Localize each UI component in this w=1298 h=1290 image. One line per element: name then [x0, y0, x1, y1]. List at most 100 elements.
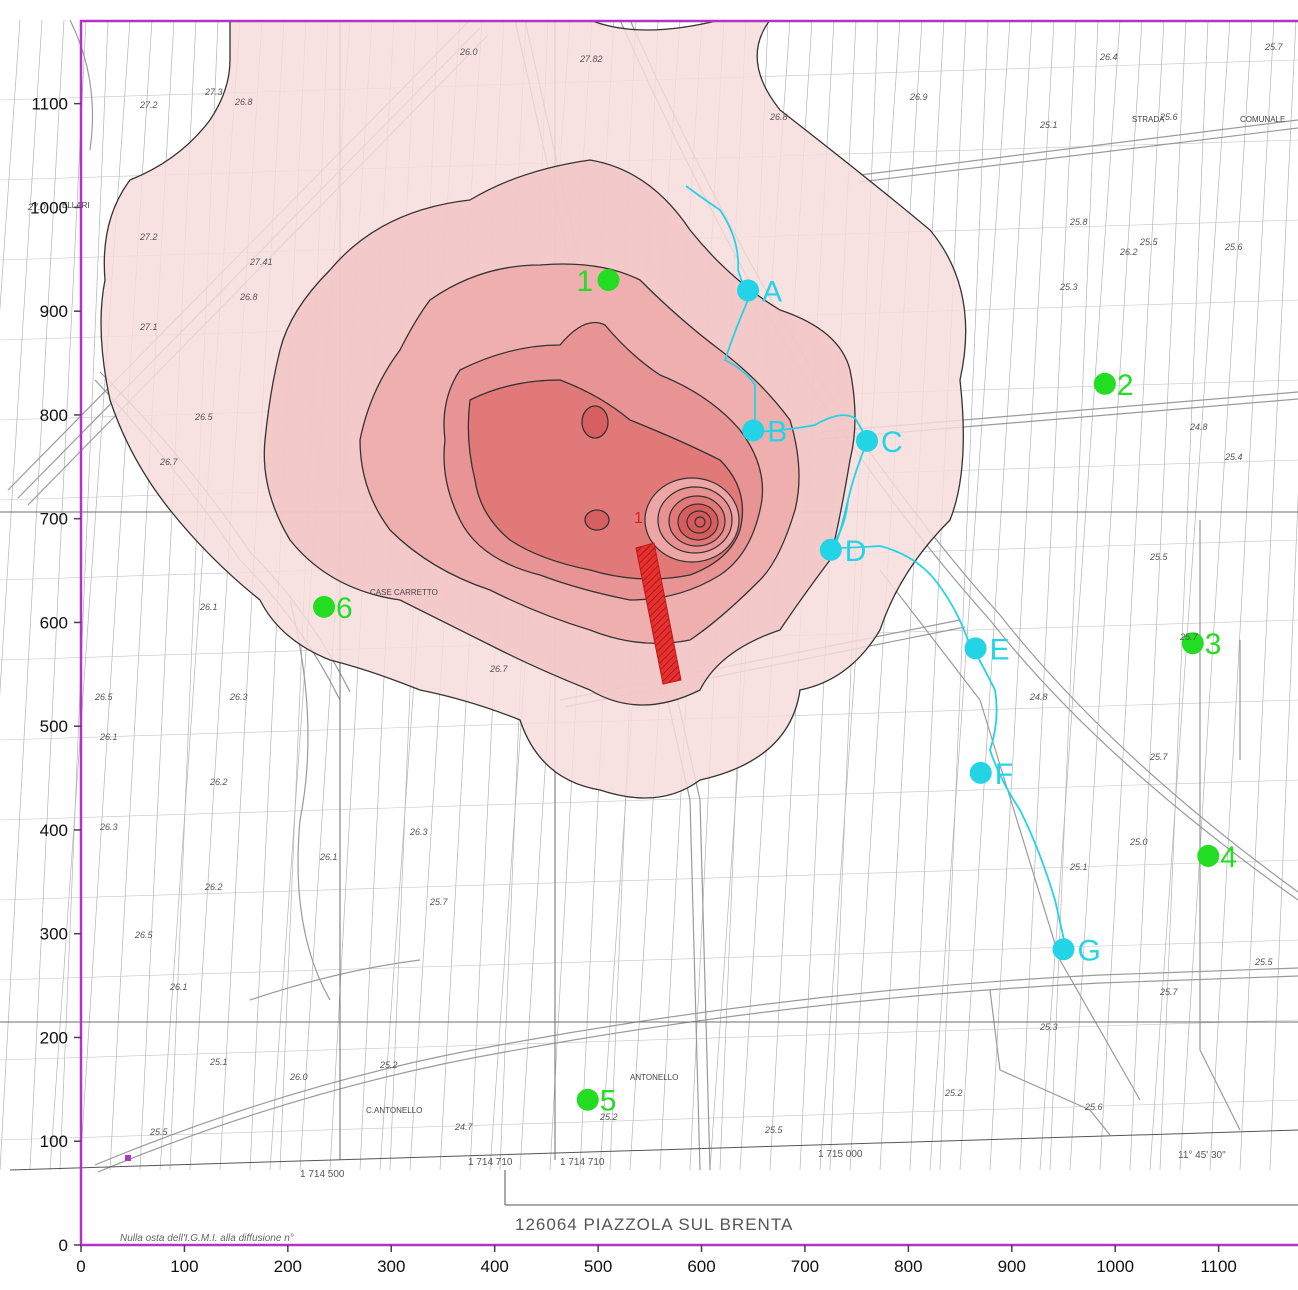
x-tick-label: 800: [894, 1257, 922, 1276]
elevation-label: 25.6: [1224, 242, 1243, 252]
green-receptor-label-4: 4: [1220, 841, 1237, 874]
elevation-label: 26.2: [1119, 247, 1138, 257]
cyan-receptor-label-E: E: [990, 633, 1010, 666]
y-tick-label: 500: [40, 717, 68, 736]
plume-peak: [644, 477, 740, 563]
source-label: 1: [634, 510, 643, 527]
cyan-receptor-label-A: A: [762, 275, 782, 308]
map-annotations: CASE CARRETTO C.ANTONELLO ANTONELLO STRA…: [27, 42, 1285, 1244]
elevation-label: 25.0: [1129, 837, 1148, 847]
elevation-label: 26.9: [909, 92, 928, 102]
elevation-label: 25.1: [209, 1057, 228, 1067]
elevation-label: 25.3: [1039, 1022, 1058, 1032]
coord-label-4: 1 715 000: [818, 1149, 863, 1160]
cyan-receptor-label-B: B: [767, 415, 787, 448]
cyan-receptor-C: [855, 429, 878, 452]
cyan-receptor-label-D: D: [845, 535, 867, 568]
elevation-label: 27.1: [139, 322, 158, 332]
y-tick-label: 200: [40, 1028, 68, 1047]
elevation-label: 26.4: [1099, 52, 1118, 62]
elevation-label: 26.1: [199, 602, 218, 612]
x-tick-label: 200: [274, 1257, 302, 1276]
y-tick-label: 600: [40, 613, 68, 632]
elevation-label: 27.0: [27, 202, 46, 212]
elevation-label: 25.1: [1069, 862, 1088, 872]
x-tick-label: 100: [170, 1257, 198, 1276]
x-tick-label: 600: [687, 1257, 715, 1276]
y-tick-label: 800: [40, 406, 68, 425]
elevation-label: 25.7: [1159, 987, 1179, 997]
coord-label-1: 1 714 500: [300, 1169, 345, 1180]
green-receptor-6: [313, 595, 336, 618]
x-tick-label: 900: [998, 1257, 1026, 1276]
x-tick-label: 700: [791, 1257, 819, 1276]
elevation-label: 26.0: [289, 1072, 308, 1082]
elevation-label: 26.3: [409, 827, 428, 837]
frame-marker: [125, 1155, 131, 1161]
green-receptor-label-6: 6: [336, 592, 353, 625]
elevation-label: 25.5: [1254, 957, 1274, 967]
axes: 0 100 200 300 400 500 600 700 800 900 1000 1100 0 100…: [30, 95, 1237, 1276]
green-receptor-2: [1093, 372, 1116, 395]
elevation-label: 25.2: [944, 1088, 963, 1098]
elevation-label: 27.2: [139, 100, 158, 110]
elevation-label: 25.5: [764, 1125, 784, 1135]
elevation-label: 25.6: [1159, 112, 1178, 122]
cyan-receptor-B: [742, 419, 765, 442]
elevation-label: 26.3: [229, 692, 248, 702]
elevation-label: 25.8: [1069, 217, 1088, 227]
elevation-label: 25.7: [429, 897, 449, 907]
green-receptor-1: [597, 269, 620, 292]
cyan-receptor-label-F: F: [995, 758, 1013, 791]
y-tick-label: 1100: [31, 95, 68, 114]
place-antonello: ANTONELLO: [630, 1073, 678, 1082]
elevation-label: 27.2: [139, 232, 158, 242]
elevation-label: 26.2: [204, 882, 223, 892]
cyan-receptor-label-C: C: [881, 426, 903, 459]
y-tick-label: 700: [40, 510, 68, 529]
y-tick-label: 300: [40, 925, 68, 944]
elevation-label: 26.1: [99, 732, 118, 742]
elevation-label: 26.5: [194, 412, 214, 422]
elevation-label: 25.4: [1224, 452, 1243, 462]
y-tick-label: 1000: [30, 198, 68, 217]
place-comunale: COMUNALE: [1240, 115, 1285, 124]
green-receptor-label-5: 5: [600, 1085, 617, 1118]
x-tick-label: 0: [76, 1257, 85, 1276]
elevation-label: 26.7: [489, 664, 509, 674]
elevation-label: 26.5: [134, 930, 154, 940]
x-tick-label: 1000: [1096, 1257, 1134, 1276]
place-case-carretto: CASE CARRETTO: [370, 588, 438, 597]
map-frame: [79, 19, 1298, 1247]
green-receptor-label-1: 1: [576, 265, 593, 298]
elevation-label: 24.8: [1189, 422, 1208, 432]
green-receptor-5: [576, 1088, 599, 1111]
elevation-label: 25.2: [599, 1112, 618, 1122]
green-receptors: 1 2 3 4 5 6: [313, 265, 1237, 1118]
elevation-label: 25.5: [1139, 237, 1159, 247]
y-tick-label: 900: [40, 302, 68, 321]
place-ellari: ELLARI: [62, 201, 90, 210]
coord-label-5: 11° 45' 30": [1178, 1150, 1226, 1161]
elevation-label: 25.3: [1059, 282, 1078, 292]
y-tick-label: 0: [59, 1236, 68, 1255]
y-tick-label: 400: [40, 821, 68, 840]
elevation-label: 26.8: [239, 292, 258, 302]
plume-contour-6: [581, 405, 609, 439]
green-receptor-3: [1181, 632, 1204, 655]
green-receptor-4: [1197, 844, 1220, 867]
elevation-label: 26.7: [159, 457, 179, 467]
elevation-label: 25.6: [1084, 1102, 1103, 1112]
igm-note: Nulla osta dell'I.G.M.I. alla diffusione…: [120, 1233, 294, 1244]
elevation-label: 24.7: [454, 1122, 474, 1132]
elevation-label: 27.82: [579, 54, 603, 64]
elevation-label: 25.2: [379, 1060, 398, 1070]
elevation-label: 26.3: [99, 822, 118, 832]
cyan-receptor-label-G: G: [1077, 934, 1100, 967]
elevation-label: 25.7: [1264, 42, 1284, 52]
coord-label-3: 1 714 710: [560, 1157, 605, 1168]
elevation-label: 27.41: [249, 257, 273, 267]
cyan-receptor-A: [737, 279, 760, 302]
concentration-plume: [100, 20, 967, 799]
